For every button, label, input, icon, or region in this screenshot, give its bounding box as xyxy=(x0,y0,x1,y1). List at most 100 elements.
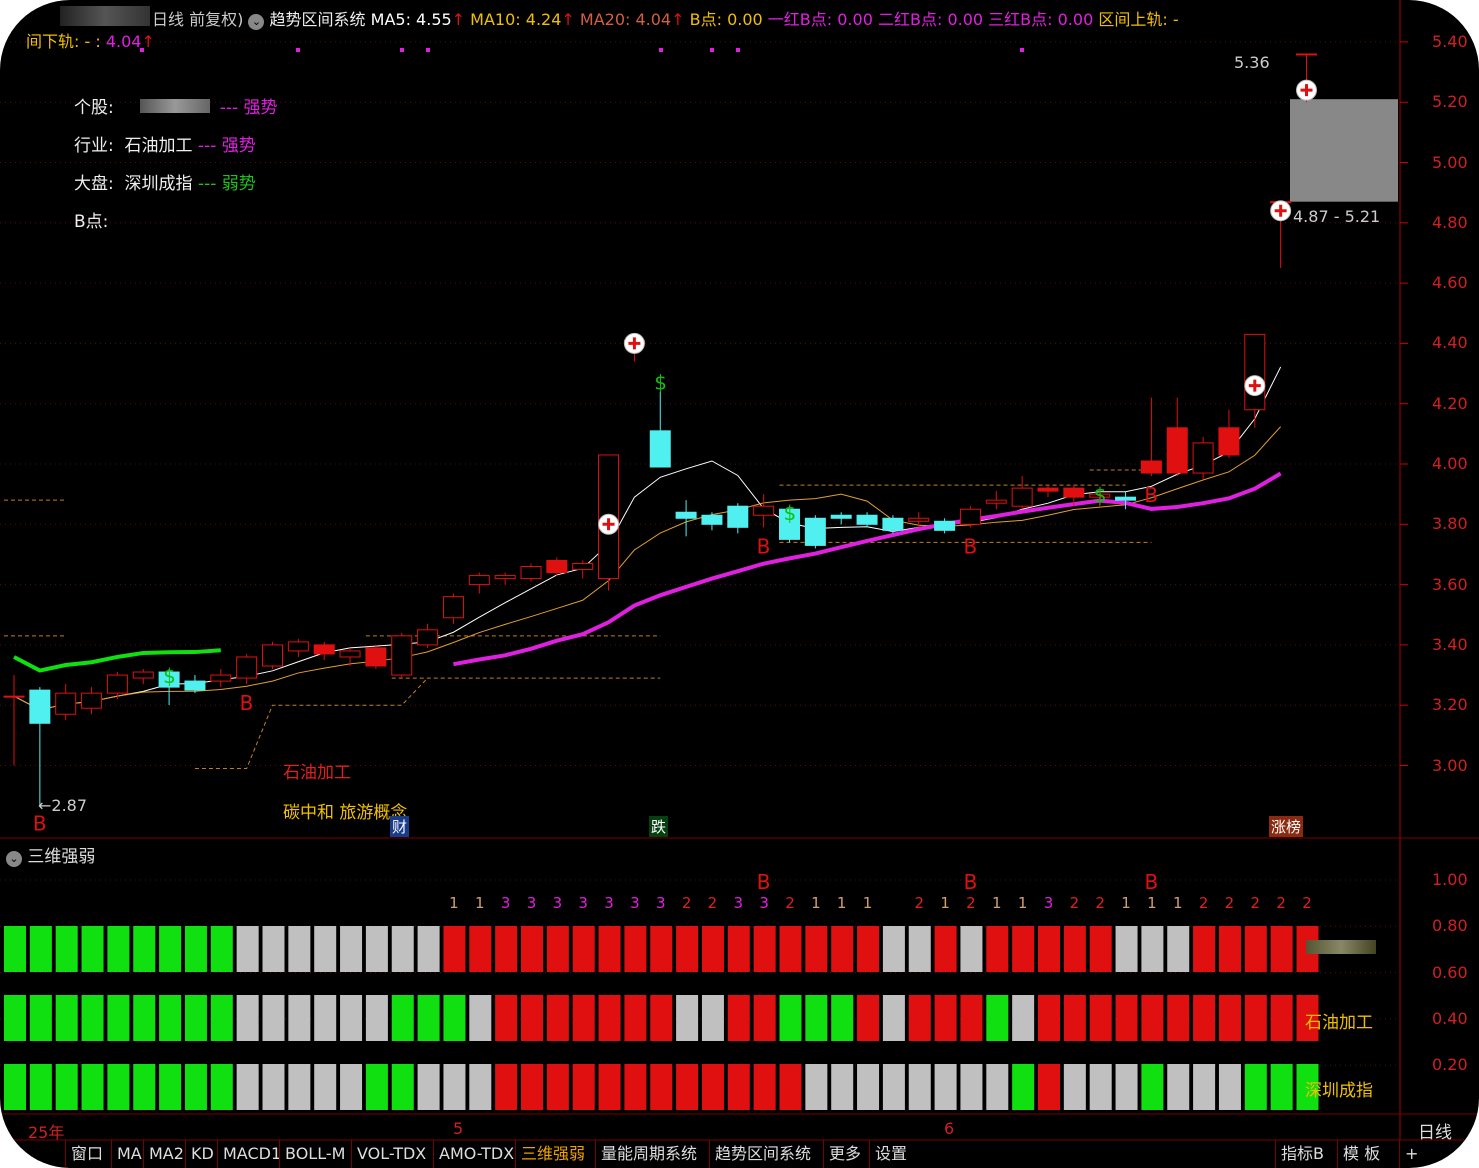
up-arrow-icon: ↑ xyxy=(671,10,685,29)
strength-block xyxy=(159,926,182,972)
range-box xyxy=(1290,99,1398,202)
drop-badge[interactable]: 跌 xyxy=(649,816,669,837)
collapse-icon[interactable]: ⌄ xyxy=(6,851,22,867)
candle xyxy=(184,680,206,691)
strength-block xyxy=(1038,1064,1060,1110)
signal-dot xyxy=(296,48,300,52)
strength-block xyxy=(133,926,156,972)
tab-3[interactable]: KD xyxy=(185,1140,219,1168)
strength-block xyxy=(262,926,285,972)
strength-block xyxy=(469,926,492,972)
strength-block xyxy=(753,926,776,972)
price-tick-label: 4.40 xyxy=(1432,333,1468,353)
right-tab-2[interactable]: + xyxy=(1399,1140,1423,1168)
low-price-label: ←2.87 xyxy=(38,796,88,815)
tab-9[interactable]: 量能周期系统 xyxy=(595,1140,702,1168)
strength-block xyxy=(1115,1064,1138,1110)
tab-10[interactable]: 趋势区间系统 xyxy=(709,1140,816,1168)
tab-12[interactable]: 设置 xyxy=(869,1140,912,1168)
indicator-name: 趋势区间系统 xyxy=(269,10,366,29)
strength-block xyxy=(572,1064,595,1110)
tab-8[interactable]: 三维强弱 xyxy=(515,1140,590,1168)
strength-block xyxy=(4,1064,26,1110)
candle xyxy=(546,559,568,574)
dropdown-icon[interactable]: ⌄ xyxy=(248,14,265,30)
strength-block xyxy=(210,926,233,972)
strength-block xyxy=(107,995,130,1041)
strength-block xyxy=(805,926,828,972)
strength-block xyxy=(262,995,285,1041)
ma10-value: MA10: 4.24 xyxy=(470,10,562,29)
strength-block xyxy=(1063,926,1086,972)
strength-number: 3 xyxy=(734,894,744,912)
limit-up-badge[interactable]: 涨榜 xyxy=(1269,816,1304,837)
industry-tag[interactable]: 石油加工 xyxy=(283,763,351,783)
strength-block xyxy=(469,1064,492,1110)
strength-block xyxy=(1038,926,1060,972)
strength-block xyxy=(81,926,104,972)
buy-signal: B xyxy=(963,534,977,558)
tab-6[interactable]: VOL-TDX xyxy=(351,1140,431,1168)
strength-tick-label: 0.60 xyxy=(1432,962,1468,982)
strength-block xyxy=(1270,1064,1293,1110)
strength-block xyxy=(779,995,802,1041)
strength-block xyxy=(546,926,569,972)
buy-signal: B xyxy=(33,812,47,836)
strength-number: 3 xyxy=(501,894,511,912)
ma10-line xyxy=(13,426,1282,711)
tab-7[interactable]: AMO-TDX xyxy=(433,1140,519,1168)
strength-number: 1 xyxy=(1147,894,1157,912)
candle xyxy=(158,671,180,688)
signal-dot xyxy=(140,48,144,52)
candle xyxy=(934,520,956,531)
lower-rail-label: 间下轨: - : xyxy=(26,32,101,51)
strength-block xyxy=(779,1064,802,1110)
strength-number: 2 xyxy=(708,894,718,912)
strength-block xyxy=(184,1064,207,1110)
concept-tag[interactable]: 碳中和 旅游概念 xyxy=(283,803,408,823)
date-year: 25年 xyxy=(28,1123,65,1142)
strength-block xyxy=(624,1064,647,1110)
strength-block xyxy=(29,926,52,972)
strength-tick-label: 0.80 xyxy=(1432,916,1468,936)
tab-0[interactable]: 窗口 xyxy=(65,1140,108,1168)
tab-2[interactable]: MA2 xyxy=(143,1140,189,1168)
strong-trend-line xyxy=(453,471,1282,667)
stock-name-blurred xyxy=(139,99,210,113)
strength-number: 2 xyxy=(785,894,795,912)
ma5-value: MA5: 4.55 xyxy=(370,10,452,29)
strength-block xyxy=(1089,926,1112,972)
red1-value: 一红B点: 0.00 xyxy=(767,10,873,29)
strength-block xyxy=(55,926,78,972)
strength-block xyxy=(4,926,26,972)
finance-badge[interactable]: 财 xyxy=(390,816,410,837)
signal-dot xyxy=(1020,48,1024,52)
strength-block xyxy=(1218,995,1241,1041)
strength-block xyxy=(365,1064,388,1110)
price-tick-label: 3.40 xyxy=(1432,634,1468,654)
period-button[interactable]: 日线 xyxy=(1418,1123,1452,1143)
candle xyxy=(1140,460,1162,474)
strength-block xyxy=(1167,1064,1190,1110)
strength-block xyxy=(365,995,388,1041)
strength-buy-signal: B xyxy=(964,870,978,894)
tab-11[interactable]: 更多 xyxy=(823,1140,866,1168)
strength-block xyxy=(598,995,621,1041)
signal-dot xyxy=(659,48,663,52)
lower-rail-value: 4.04 xyxy=(105,32,142,51)
strength-block xyxy=(624,995,647,1041)
signal-dot xyxy=(710,48,714,52)
candle xyxy=(210,674,232,682)
tab-5[interactable]: BOLL-M xyxy=(279,1140,350,1168)
support-step-line xyxy=(194,677,428,770)
strength-buy-signal: B xyxy=(757,870,771,894)
strength-block xyxy=(210,995,233,1041)
candle xyxy=(727,505,749,528)
right-tab-1[interactable]: 模 板 xyxy=(1337,1140,1385,1168)
tab-1[interactable]: MA xyxy=(111,1140,147,1168)
price-tick-label: 5.40 xyxy=(1432,31,1468,51)
strength-block xyxy=(650,1064,673,1110)
tab-4[interactable]: MACD1 xyxy=(217,1140,286,1168)
right-tab-0[interactable]: 指标B xyxy=(1275,1140,1329,1168)
strength-block xyxy=(934,926,957,972)
